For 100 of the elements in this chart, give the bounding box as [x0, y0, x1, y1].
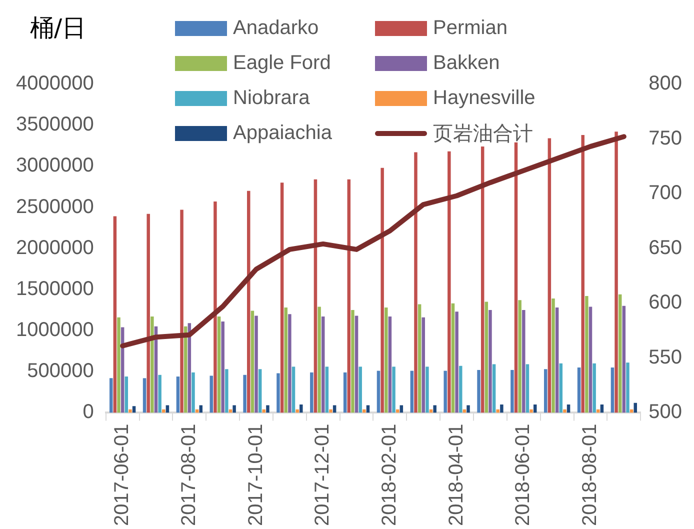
x-tick-label: 2018-08-01	[579, 424, 602, 526]
bar	[351, 310, 354, 413]
legend-label: Eagle Ford	[233, 52, 331, 75]
bar	[566, 404, 570, 413]
bar	[318, 306, 321, 413]
bar	[321, 316, 325, 413]
bar	[626, 362, 630, 413]
bar	[250, 310, 254, 413]
bar	[555, 308, 559, 413]
y-tick-label: 3000000	[16, 154, 94, 177]
bar	[581, 134, 584, 413]
legend-label: Haynesville	[433, 87, 536, 110]
bar	[548, 138, 552, 413]
y-tick-label: 0	[82, 401, 94, 424]
bar	[466, 405, 470, 413]
bar	[426, 366, 429, 413]
bar	[362, 409, 366, 413]
bar	[451, 303, 455, 413]
y-tick-label: 500000	[27, 360, 94, 382]
bar	[526, 364, 530, 413]
bar	[459, 366, 462, 413]
bar	[210, 376, 214, 413]
bar	[214, 202, 217, 413]
bar	[343, 372, 347, 413]
bar	[329, 409, 332, 413]
x-tick-label: 2017-12-01	[312, 424, 334, 526]
bar	[314, 179, 318, 413]
bar	[510, 370, 514, 413]
bar	[477, 370, 480, 413]
bar	[500, 404, 504, 413]
bar	[418, 304, 422, 413]
y-tick-label: 1500000	[16, 278, 94, 300]
bar	[132, 406, 136, 413]
bar	[109, 378, 113, 413]
bar	[232, 405, 236, 413]
bar	[433, 405, 436, 413]
y-tick-label: 3500000	[16, 114, 94, 136]
bar	[414, 152, 418, 413]
legend-label: Appaiachia	[233, 122, 332, 145]
bar	[292, 366, 296, 413]
legend-label: Anadarko	[233, 17, 319, 40]
y-axis-title: 桶/日	[30, 13, 86, 44]
bar	[585, 296, 588, 413]
y2-tick-label: 550	[648, 346, 682, 368]
bar	[614, 132, 618, 413]
x-tick-label: 2018-04-01	[445, 424, 468, 526]
bar	[158, 374, 162, 413]
bar	[388, 316, 392, 413]
bar	[492, 364, 496, 413]
bar	[180, 210, 184, 413]
bar	[514, 142, 518, 413]
bar	[480, 146, 484, 413]
y2-tick-label: 700	[648, 182, 682, 204]
y2-tick-label: 650	[648, 236, 682, 259]
bar	[530, 409, 533, 413]
x-tick-label: 2018-06-01	[512, 424, 534, 526]
bar	[347, 179, 351, 413]
bar	[266, 405, 270, 413]
x-tick-label: 2017-10-01	[244, 424, 267, 526]
x-tick-label: 2017-08-01	[178, 424, 200, 526]
x-tick-label: 2018-02-01	[378, 424, 400, 526]
bar	[484, 302, 488, 413]
bar	[192, 372, 195, 413]
bar	[444, 370, 447, 413]
bar	[455, 312, 458, 413]
bar	[544, 369, 548, 413]
y2-tick-label: 800	[648, 72, 682, 95]
legend-label: Niobrara	[233, 87, 310, 110]
bar	[384, 308, 388, 413]
bar	[354, 316, 358, 413]
bar	[150, 316, 154, 413]
y2-tick-label: 500	[648, 401, 682, 424]
bar	[358, 366, 362, 413]
bar	[577, 368, 581, 413]
bar	[176, 376, 180, 413]
bar	[410, 370, 414, 413]
bar	[422, 317, 426, 413]
x-tick-label: 2017-06-01	[111, 424, 134, 526]
bar	[596, 409, 600, 413]
bar	[146, 214, 150, 413]
bar	[618, 294, 622, 413]
y2-tick-label: 750	[648, 127, 682, 150]
bar	[276, 373, 280, 413]
bar	[496, 409, 500, 413]
bar	[300, 404, 303, 413]
bar	[284, 308, 288, 413]
bar	[124, 376, 128, 413]
bar	[113, 216, 117, 413]
bar	[142, 378, 146, 413]
bar	[162, 409, 166, 413]
bar	[600, 404, 604, 413]
legend-label: Permian	[433, 17, 508, 40]
bar	[296, 409, 299, 413]
bar	[117, 317, 120, 413]
y-tick-label: 1000000	[16, 319, 94, 342]
bar	[522, 310, 526, 413]
bar	[610, 368, 614, 413]
y-tick-label: 2500000	[16, 196, 94, 218]
bar	[258, 369, 262, 413]
bar	[563, 409, 566, 413]
